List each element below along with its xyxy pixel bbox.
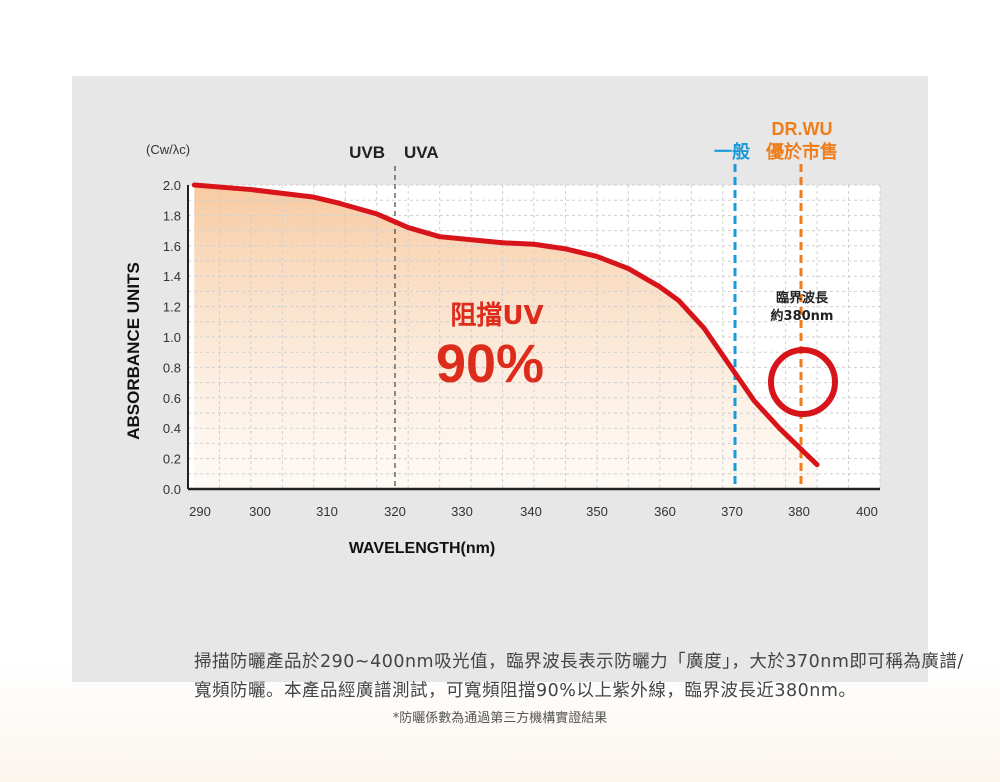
x-tick-label: 360 [654, 504, 676, 519]
x-tick-label: 340 [520, 504, 542, 519]
y-axis-title: ABSORBANCE UNITS [124, 262, 143, 440]
y-tick-label: 2.0 [163, 178, 181, 193]
x-tick-label: 380 [788, 504, 810, 519]
y-tick-label: 0.8 [163, 360, 181, 375]
absorbance-curve [191, 182, 820, 468]
absorbance-chart: 0.0 0.2 0.4 0.6 0.8 1.0 1.2 1.4 1.6 1.8 2.0 290 300 3… [124, 119, 881, 557]
x-axis-title: WAVELENGTH(nm) [349, 540, 495, 557]
x-tick-label: 300 [249, 504, 271, 519]
y-tick-label: 1.8 [163, 208, 181, 223]
block-uv-value: 90% [436, 334, 544, 394]
x-tick-label: 350 [586, 504, 608, 519]
y-tick-label: 1.0 [163, 330, 181, 345]
drwu-label: DR.WU [772, 119, 833, 139]
x-tick-label: 330 [451, 504, 473, 519]
x-tick-label: 310 [316, 504, 338, 519]
y-tick-label: 1.2 [163, 300, 181, 315]
y-tick-label: 0.6 [163, 391, 181, 406]
critical-wavelength-circle [768, 347, 838, 417]
uva-label: UVA [404, 143, 439, 162]
x-tick-label: 370 [721, 504, 743, 519]
x-tick-label: 400 [856, 504, 878, 519]
x-tick-label: 290 [189, 504, 211, 519]
y-tick-label: 0.4 [163, 421, 181, 436]
critical-wavelength-value: 約380nm [771, 308, 834, 324]
chart-panel: 0.0 0.2 0.4 0.6 0.8 1.0 1.2 1.4 1.6 1.8 2.0 290 300 3… [72, 76, 963, 701]
area-fill [194, 185, 818, 489]
y-tick-label: 0.0 [163, 482, 181, 497]
y-unit-label: (Cw/λc) [146, 142, 190, 157]
x-tick-label: 320 [384, 504, 406, 519]
footnote: *防曬係數為通過第三方機構實證結果 [392, 711, 608, 726]
y-tick-label: 1.4 [163, 269, 181, 284]
critical-wavelength-label: 臨界波長 [776, 290, 829, 306]
description-text: 掃描防曬產品於290~400nm吸光值，臨界波長表示防曬力「廣度」，大於370n… [194, 652, 964, 701]
block-uv-label: 阻擋UV [450, 301, 543, 331]
y-tick-label: 1.6 [163, 239, 181, 254]
normal-label: 一般 [714, 141, 750, 163]
uvb-label: UVB [349, 143, 385, 162]
y-tick-label: 0.2 [163, 452, 181, 467]
drwu-sub-label: 優於市售 [765, 141, 838, 163]
